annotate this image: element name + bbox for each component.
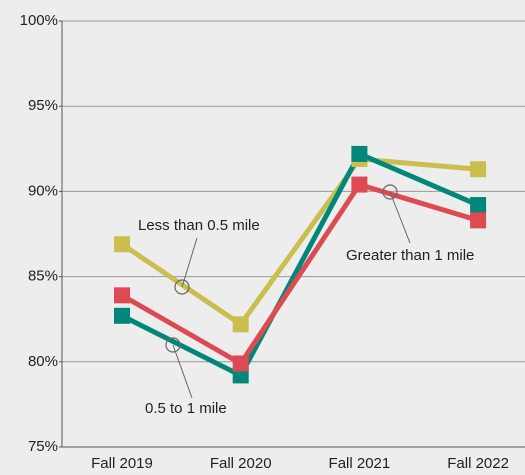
y-tick-label: 80% <box>28 353 58 370</box>
y-tick-label: 100% <box>20 12 58 29</box>
series-label: Greater than 1 mile <box>346 247 474 264</box>
x-tick-label: Fall 2019 <box>91 455 153 472</box>
marker <box>114 307 130 324</box>
marker <box>114 236 130 253</box>
series-line <box>120 151 480 378</box>
leader-line <box>181 237 198 288</box>
y-tick-label: 85% <box>28 268 58 285</box>
marker <box>232 316 249 333</box>
marker <box>114 287 130 304</box>
marker <box>470 161 487 178</box>
callout-circle <box>174 279 190 295</box>
marker <box>470 197 487 214</box>
series-label: Less than 0.5 mile <box>138 217 260 234</box>
x-tick-label: Fall 2020 <box>210 455 272 472</box>
leader-line <box>389 191 411 244</box>
x-tick-label: Fall 2022 <box>447 455 509 472</box>
x-tick-label: Fall 2021 <box>329 455 391 472</box>
marker <box>232 355 249 372</box>
marker <box>351 176 368 193</box>
marker <box>351 145 368 162</box>
y-tick-label: 95% <box>28 97 58 114</box>
y-tick-label: 90% <box>28 182 58 199</box>
callout-circle <box>382 184 398 200</box>
series-line <box>120 182 479 367</box>
y-tick-label: 75% <box>28 438 58 455</box>
leader-line <box>172 344 193 399</box>
marker <box>470 212 487 229</box>
series-line <box>120 156 479 327</box>
callout-circle <box>165 337 181 353</box>
series-label: 0.5 to 1 mile <box>145 400 227 417</box>
